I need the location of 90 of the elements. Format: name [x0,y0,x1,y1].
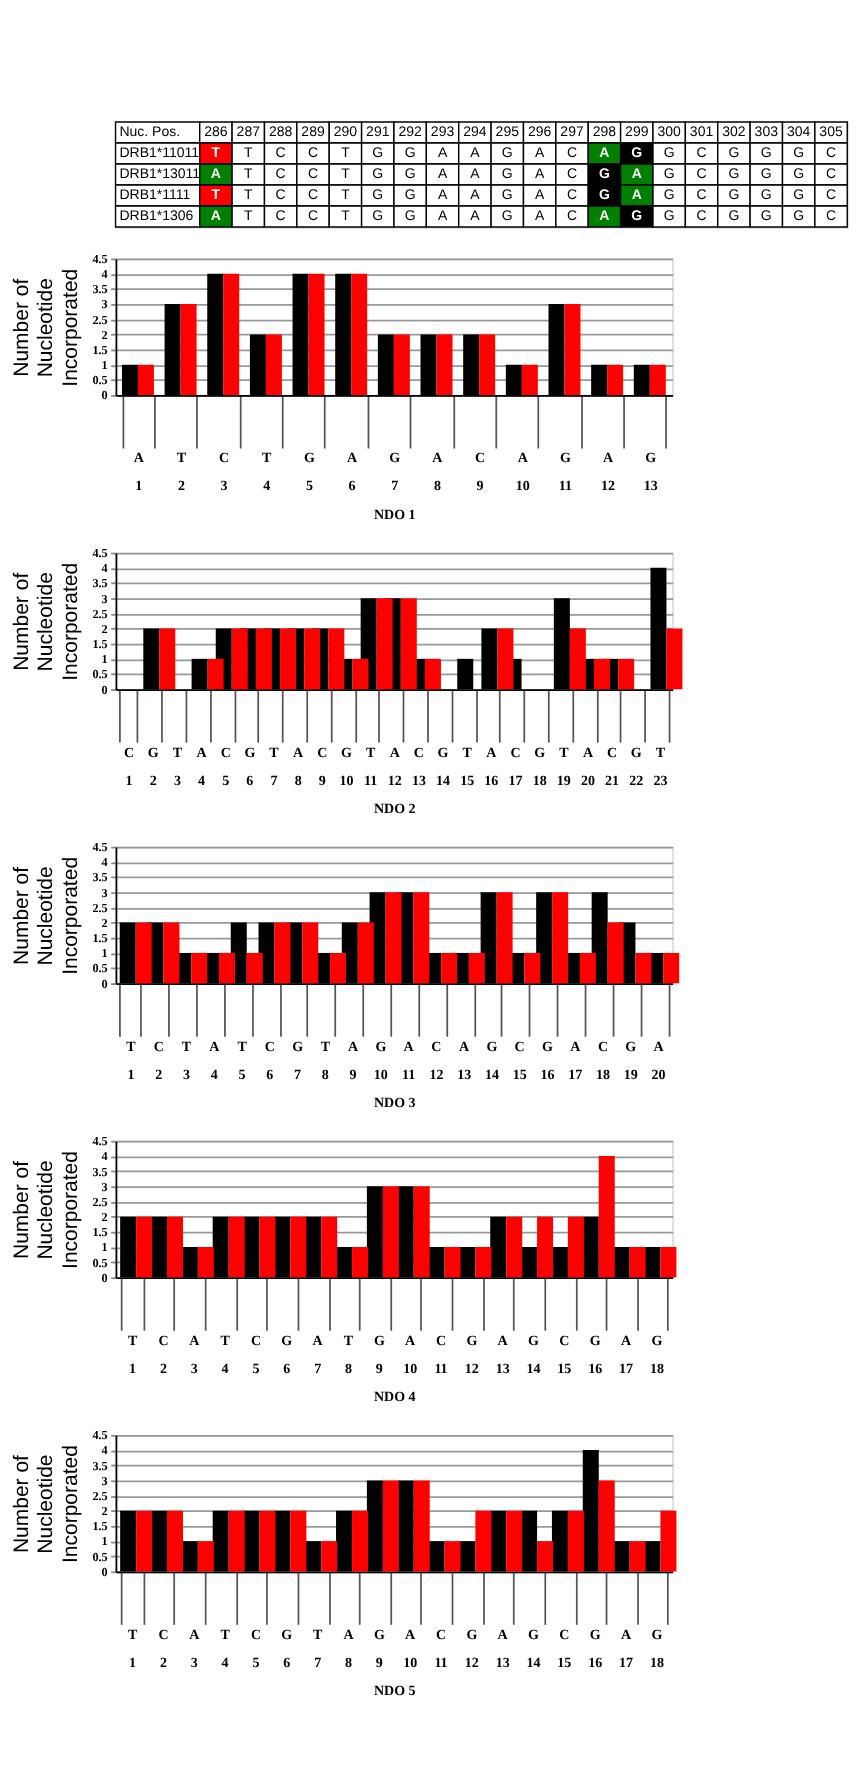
bar [444,1247,461,1278]
bar [197,1247,214,1278]
bar [167,1216,183,1278]
bar [223,273,240,396]
bar [497,628,514,690]
bar [385,892,402,984]
bar [506,1216,523,1278]
bar [376,598,393,690]
bar [357,922,374,984]
bar [302,922,319,984]
bar [352,1510,369,1572]
bar [280,628,297,690]
bar [506,1510,523,1572]
bar [441,952,458,984]
bar [635,952,652,984]
bar [274,922,291,984]
y-axis-title: Number of Nucleotide Incorporated [9,1150,83,1269]
bar [159,628,176,690]
bar [663,952,680,984]
bar [436,334,453,396]
bar [569,628,586,690]
bar [552,892,569,984]
bar [660,1510,677,1572]
bar [259,1216,276,1278]
y-axis-title: Number of Nucleotide Incorporated [9,562,83,681]
bar [352,658,369,690]
bar [564,304,581,396]
bar [191,952,208,984]
bar [618,658,635,690]
bar [304,628,321,690]
bar [666,628,683,690]
bar [444,1541,461,1572]
bar [629,1541,646,1572]
bar [479,334,496,396]
bar [136,1510,153,1572]
bar [255,628,272,690]
bar [259,1510,276,1572]
bar [607,364,624,396]
bar [136,1216,153,1278]
bar [475,1247,492,1278]
bar [567,1510,584,1572]
bar [413,1480,430,1572]
bar [579,952,596,984]
bar [393,334,410,396]
bar [218,952,235,984]
bar [228,1510,245,1572]
bar [137,364,154,396]
bar [290,1510,307,1572]
bar [524,952,541,984]
bar [400,598,417,690]
bar [382,1186,399,1278]
bar [328,628,345,690]
bar [496,892,513,984]
y-axis-title: Number of Nucleotide Incorporated [9,1444,83,1564]
bar [382,1480,399,1572]
bar [468,952,485,984]
bar [135,922,152,984]
bar [567,1216,584,1278]
bar [607,922,624,984]
bar [330,952,347,984]
bar [594,658,610,690]
bar [321,1216,338,1278]
bar [265,334,282,396]
bar [660,1247,677,1278]
bar [475,1510,492,1572]
bar [290,1216,307,1278]
bar [537,1216,554,1278]
bar [413,892,430,984]
bar [629,1247,646,1278]
bar [351,273,368,396]
bar [537,1541,554,1572]
bar [231,628,248,690]
bar [167,1510,183,1572]
bar [246,952,263,984]
bar [321,1541,338,1572]
bar [197,1541,214,1572]
bar [598,1155,615,1278]
bar [598,1480,615,1572]
bar [308,273,325,396]
bar [180,304,197,396]
bar [207,658,224,690]
bar [228,1216,245,1278]
bar [413,1186,430,1278]
bar [424,658,441,690]
bar [521,364,538,396]
bar [649,364,666,396]
bar [352,1247,369,1278]
y-axis-title: Number of Nucleotide Incorporated [9,856,83,975]
y-axis-title: Number of Nucleotide Incorporated [9,268,83,387]
bar [163,922,180,984]
